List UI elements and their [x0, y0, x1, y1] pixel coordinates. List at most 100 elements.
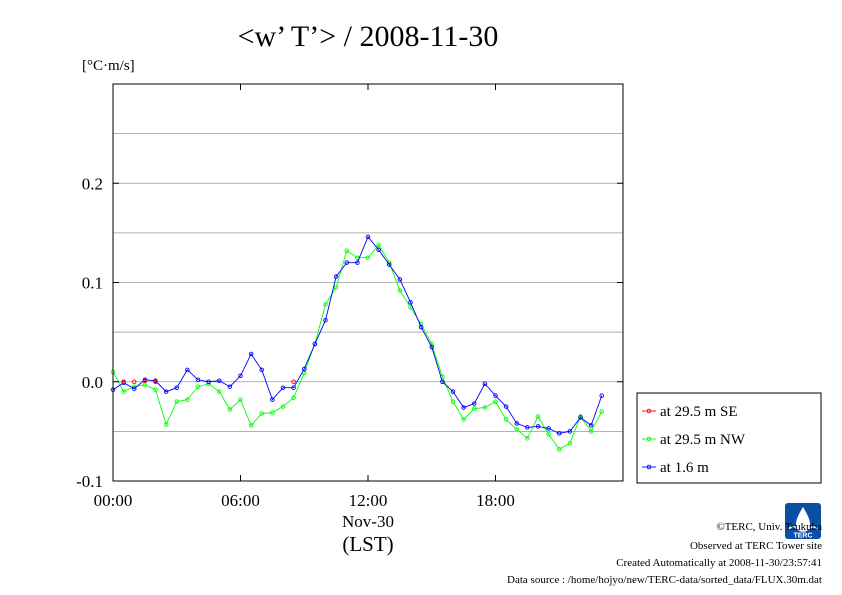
- x-sub-label: Nov-30: [342, 512, 394, 531]
- data-point: [588, 429, 594, 434]
- data-point: [291, 385, 296, 390]
- data-point: [525, 425, 530, 430]
- data-point: [323, 317, 328, 323]
- data-point: [397, 277, 403, 282]
- data-point: [185, 367, 190, 373]
- y-tick-label: 0.0: [82, 373, 103, 392]
- data-point: [121, 379, 126, 385]
- data-point: [578, 415, 583, 420]
- data-point: [365, 255, 371, 260]
- footer-created: Created Automatically at 2008-11-30/23:5…: [616, 557, 822, 569]
- legend-swatch-marker: [646, 436, 652, 442]
- data-point: [216, 389, 222, 394]
- tick-group: -0.1 0.0 0.1 0.2 00:00 06:00 12:00 18:00: [76, 84, 623, 510]
- data-point: [599, 409, 605, 414]
- data-point: [493, 393, 498, 398]
- data-point: [567, 429, 573, 434]
- x-unit-label: (LST): [342, 532, 393, 556]
- data-point: [482, 405, 488, 410]
- data-point: [535, 414, 541, 419]
- y-tick-label: 0.2: [82, 174, 103, 193]
- data-point: [312, 341, 318, 347]
- legend-label: at 29.5 m SE: [660, 404, 738, 420]
- data-point: [503, 417, 509, 422]
- data-point: [195, 384, 201, 389]
- data-point: [291, 395, 296, 400]
- footer-site: Observed at TERC Tower site: [690, 540, 822, 552]
- data-point: [514, 421, 520, 426]
- data-point: [291, 379, 296, 385]
- x-tick-label: 18:00: [476, 491, 515, 510]
- data-point: [557, 446, 562, 452]
- series-line: [112, 244, 603, 450]
- data-point: [259, 367, 265, 373]
- data-point: [387, 262, 392, 267]
- data-point: [365, 234, 371, 240]
- y-tick-label: 0.1: [82, 274, 103, 293]
- legend-box: [636, 392, 822, 484]
- water-drop-icon: [796, 507, 810, 531]
- y-unit-label: [°C·m/s]: [82, 58, 135, 74]
- data-point: [535, 424, 541, 429]
- data-point: [408, 300, 413, 305]
- terc-logo: TERC: [785, 503, 821, 540]
- chart-title: <w’ T’> / 2008-11-30: [238, 20, 499, 53]
- data-point: [546, 432, 551, 437]
- data-point: [174, 399, 179, 404]
- data-point: [163, 422, 169, 427]
- data-point: [503, 404, 509, 409]
- data-point: [429, 344, 435, 350]
- legend: at 29.5 m SE at 29.5 m NW at 1.6 m: [636, 392, 822, 484]
- data-point: [227, 407, 233, 412]
- data-point: [450, 399, 456, 404]
- wave-icon: [787, 526, 819, 532]
- data-point: [546, 426, 551, 431]
- data-point: [588, 423, 594, 428]
- data-point: [270, 397, 275, 402]
- data-point: [567, 441, 573, 446]
- data-point: [418, 321, 424, 327]
- data-point: [302, 366, 307, 372]
- data-point: [418, 324, 424, 330]
- data-point: [450, 389, 456, 394]
- data-point: [227, 384, 233, 389]
- data-point: [482, 381, 488, 386]
- data-point: [461, 405, 466, 410]
- data-point: [270, 410, 275, 415]
- series-line: [112, 235, 603, 434]
- data-point: [153, 379, 158, 385]
- data-point: [333, 274, 339, 279]
- x-tick-label: 00:00: [94, 491, 133, 510]
- data-point: [238, 373, 243, 379]
- data-point: [461, 417, 466, 422]
- legend-label: at 29.5 m NW: [660, 432, 746, 448]
- data-point: [344, 260, 350, 265]
- data-point: [153, 387, 158, 392]
- data-point: [248, 423, 254, 428]
- data-point: [142, 378, 148, 384]
- data-point: [323, 302, 328, 307]
- legend-label: at 1.6 m: [660, 460, 709, 476]
- data-point: [248, 351, 254, 357]
- data-point: [280, 404, 286, 409]
- data-point: [131, 379, 137, 385]
- data-point: [376, 242, 381, 248]
- footer-copyright: ©TERC, Univ. Tsukuba: [716, 521, 822, 533]
- data-point: [397, 288, 403, 293]
- data-point: [472, 406, 477, 411]
- x-tick-label: 12:00: [349, 491, 388, 510]
- legend-swatch-marker: [646, 408, 652, 414]
- data-point: [216, 378, 222, 384]
- logo-text: TERC: [793, 533, 812, 540]
- data-point: [280, 385, 286, 390]
- data-point: [206, 379, 211, 385]
- data-point: [472, 401, 477, 406]
- data-point: [174, 385, 179, 390]
- data-point: [525, 436, 530, 441]
- data-point: [557, 431, 562, 436]
- data-point: [238, 397, 243, 402]
- data-point: [333, 285, 339, 290]
- data-point: [259, 411, 265, 416]
- grid-lines: [113, 133, 623, 432]
